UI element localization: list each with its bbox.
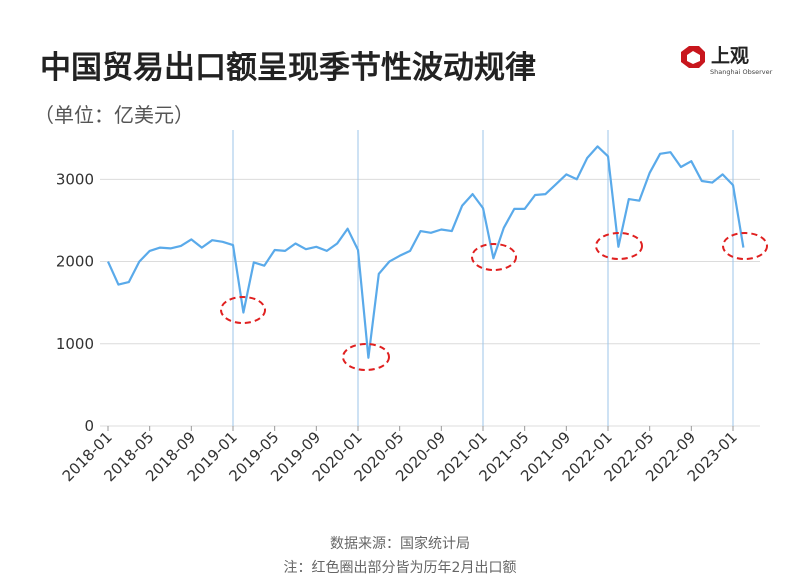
brand-name: 上观 (711, 45, 749, 67)
brand-logo: 上观 Shanghai Observer (681, 45, 773, 76)
brand-name-en: Shanghai Observer (710, 68, 773, 76)
plot-area: 01000200030002018-012018-052018-092019-0… (56, 130, 760, 485)
y-tick-label: 3000 (56, 170, 94, 188)
source-note: 数据来源：国家统计局 (330, 535, 470, 552)
highlight-ellipse (220, 296, 266, 324)
footnote: 注：红色圈出部分皆为历年2月出口额 (284, 559, 517, 576)
logo-icon-inner (687, 51, 700, 64)
chart-title: 中国贸易出口额呈现季节性波动规律 (40, 50, 536, 86)
y-tick-label: 2000 (56, 253, 94, 271)
highlight-ellipse (342, 343, 390, 371)
highlight-ellipse (471, 243, 517, 271)
y-tick-label: 0 (84, 417, 94, 435)
highlight-ellipse (595, 232, 643, 260)
highlight-ellipse (722, 232, 768, 260)
highlight-circles (220, 232, 768, 371)
unit-label: （单位：亿美元） (34, 103, 194, 127)
y-tick-label: 1000 (56, 335, 94, 353)
data-line (106, 145, 745, 359)
